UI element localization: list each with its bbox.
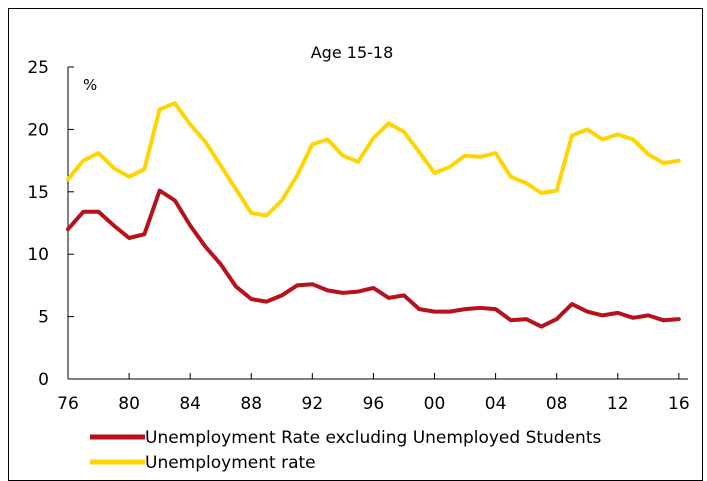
chart-frame bbox=[8, 8, 703, 481]
legend-label: Unemployment rate bbox=[145, 453, 316, 473]
legend-label: Unemployment Rate excluding Unemployed S… bbox=[145, 428, 601, 448]
legend: Unemployment Rate excluding Unemployed S… bbox=[90, 428, 601, 473]
x-tick-label: 00 bbox=[424, 394, 446, 414]
x-tick-label: 08 bbox=[546, 394, 568, 414]
series-lines bbox=[66, 101, 681, 329]
x-tick-label: 12 bbox=[607, 394, 629, 414]
chart-title: Age 15-18 bbox=[311, 43, 394, 62]
y-tick-label: 20 bbox=[27, 120, 49, 140]
series-line-unemployment-rate bbox=[66, 101, 681, 218]
series-line-excluding-students bbox=[66, 188, 681, 329]
x-tick-label: 04 bbox=[485, 394, 507, 414]
x-tick-label: 92 bbox=[302, 394, 324, 414]
y-tick-label: 10 bbox=[27, 245, 49, 265]
x-tick-label: 88 bbox=[240, 394, 262, 414]
y-tick-label: 15 bbox=[27, 183, 49, 203]
y-tick-label: 25 bbox=[27, 58, 49, 78]
y-unit-label: % bbox=[83, 76, 97, 94]
y-tick-label: 0 bbox=[38, 370, 49, 390]
x-axis-ticks: 76 80 84 88 92 96 00 04 08 12 16 bbox=[57, 373, 690, 414]
x-tick-label: 80 bbox=[118, 394, 140, 414]
x-tick-label: 16 bbox=[668, 394, 690, 414]
y-tick-label: 5 bbox=[38, 308, 49, 328]
x-tick-label: 76 bbox=[57, 394, 79, 414]
x-tick-label: 84 bbox=[179, 394, 201, 414]
x-tick-label: 96 bbox=[363, 394, 385, 414]
y-axis-ticks: 0 5 10 15 20 25 bbox=[27, 58, 74, 390]
